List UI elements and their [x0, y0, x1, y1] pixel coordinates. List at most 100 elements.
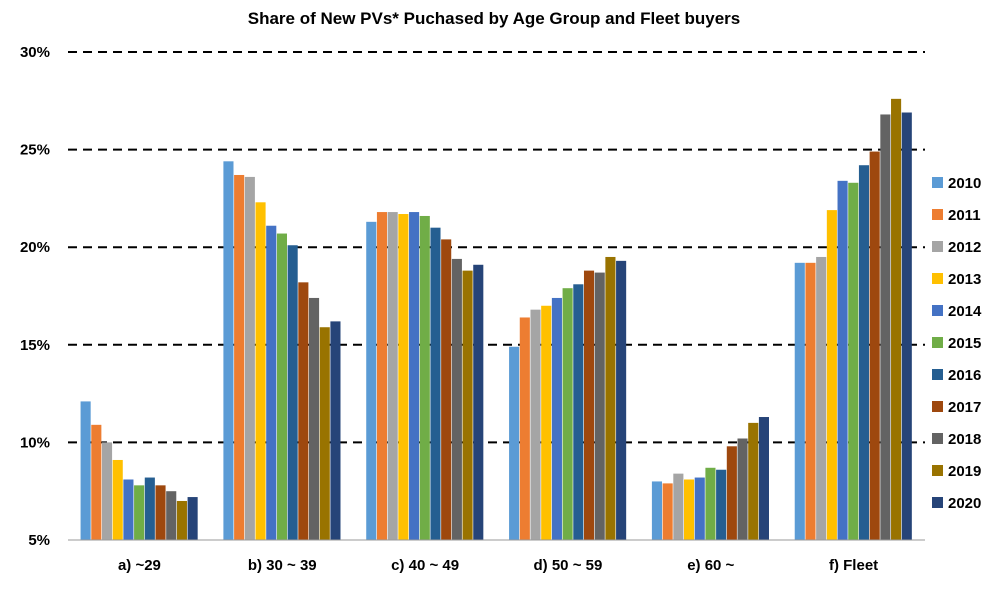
legend-swatch: [932, 177, 943, 188]
bar: [519, 317, 530, 540]
legend-label: 2014: [948, 303, 982, 320]
bar: [594, 272, 605, 540]
legend-label: 2010: [948, 175, 981, 192]
bar: [419, 215, 430, 540]
bar: [244, 176, 255, 540]
bar: [134, 485, 145, 540]
bar: [387, 212, 398, 540]
legend-swatch: [932, 209, 943, 220]
bar: [266, 225, 277, 541]
category-label: f) Fleet: [829, 557, 878, 574]
bar: [409, 212, 420, 540]
bar: [737, 438, 748, 540]
bar: [223, 161, 234, 540]
bar: [234, 174, 245, 541]
legend-swatch: [932, 337, 943, 348]
bar: [758, 417, 769, 540]
legend-swatch: [932, 273, 943, 284]
category-label: e) 60 ~: [687, 557, 734, 574]
bar: [112, 459, 123, 540]
bar: [684, 479, 695, 540]
bar: [330, 321, 341, 540]
bar: [837, 180, 848, 540]
bars: [80, 98, 912, 541]
bar: [376, 212, 388, 540]
y-tick-label: 20%: [20, 239, 50, 256]
bar: [858, 165, 870, 540]
bar: [573, 284, 584, 540]
bar: [551, 297, 562, 540]
bar: [398, 214, 409, 540]
bar: [901, 112, 912, 540]
y-tick-label: 25%: [20, 142, 50, 159]
bar: [166, 491, 177, 540]
bar: [651, 481, 662, 540]
bar: [155, 485, 166, 540]
bar: [441, 239, 452, 540]
bar: [309, 297, 320, 540]
bar: [509, 346, 520, 540]
legend: 2010 2011 2012 2013 2014 2015 2016 2017 2018 2019…: [932, 175, 982, 512]
bar: [705, 467, 716, 540]
bar: [816, 256, 827, 540]
bar: [287, 245, 298, 540]
legend-swatch: [932, 369, 943, 380]
bar: [880, 114, 891, 541]
bar: [869, 151, 880, 541]
bar: [430, 227, 441, 540]
category-label: d) 50 ~ 59: [534, 557, 603, 574]
bar: [366, 221, 377, 540]
bar: [530, 309, 541, 540]
bar: [276, 233, 287, 541]
bar: [144, 477, 155, 540]
bar: [462, 270, 473, 540]
category-label: c) 40 ~ 49: [391, 557, 459, 574]
bar: [298, 282, 309, 540]
bar: [473, 264, 484, 540]
category-label: b) 30 ~ 39: [248, 557, 317, 574]
legend-swatch: [932, 241, 943, 252]
bar: [91, 424, 102, 540]
bar: [891, 98, 902, 540]
y-tick-label: 15%: [20, 337, 50, 354]
y-tick-label: 10%: [20, 434, 50, 451]
bar: [187, 497, 198, 540]
legend-label: 2012: [948, 239, 981, 256]
bar: [805, 262, 816, 540]
legend-label: 2018: [948, 431, 981, 448]
bar: [748, 422, 759, 540]
legend-label: 2020: [948, 495, 981, 512]
bar: [605, 256, 616, 540]
bar: [694, 477, 705, 540]
bar: [826, 210, 837, 541]
bar: [673, 473, 684, 540]
bar: [662, 483, 673, 540]
bar: [726, 446, 737, 540]
legend-swatch: [932, 497, 943, 508]
gridlines: [68, 51, 925, 444]
legend-label: 2019: [948, 463, 981, 480]
bar: [80, 401, 91, 540]
legend-label: 2017: [948, 399, 981, 416]
y-tick-label: 5%: [28, 532, 50, 549]
bar: [176, 500, 187, 540]
bar: [123, 479, 134, 540]
bar: [583, 270, 595, 540]
legend-label: 2013: [948, 271, 981, 288]
category-label: a) ~29: [118, 557, 161, 574]
legend-swatch: [932, 305, 943, 316]
bar: [319, 327, 330, 540]
y-tick-label: 30%: [20, 44, 50, 61]
bar: [541, 305, 552, 540]
legend-label: 2011: [948, 207, 981, 224]
bar: [562, 288, 573, 540]
legend-label: 2015: [948, 335, 981, 352]
bar: [848, 182, 859, 540]
bar: [451, 258, 462, 540]
x-axis: a) ~29 b) 30 ~ 39 c) 40 ~ 49 d) 50 ~ 59 e) 6…: [68, 539, 925, 574]
legend-swatch: [932, 465, 943, 476]
bar: [716, 469, 727, 540]
bar: [794, 262, 805, 540]
bar: [101, 442, 113, 540]
